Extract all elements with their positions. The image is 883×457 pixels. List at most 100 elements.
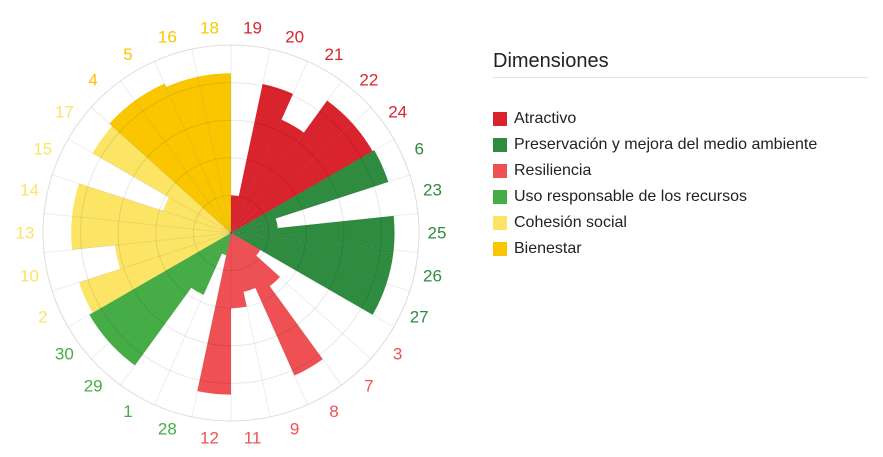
grid-spoke	[120, 232, 232, 386]
sector-label-21: 21	[325, 45, 344, 64]
sector-4[interactable]	[109, 100, 231, 234]
sector-10[interactable]	[115, 233, 231, 270]
sector-14[interactable]	[72, 183, 231, 233]
sector-30[interactable]	[89, 233, 231, 343]
legend-item[interactable]: Preservación y mejora del medio ambiente	[493, 132, 868, 158]
sector-2[interactable]	[79, 233, 232, 313]
grid-ring	[117, 119, 345, 347]
sector-label-23: 23	[423, 181, 442, 200]
grid-spoke	[191, 232, 232, 417]
sector-label-5: 5	[123, 45, 132, 64]
sector-label-18: 18	[200, 19, 219, 38]
grid-spoke	[154, 61, 232, 234]
legend-items: Atractivo Preservación y mejora del medio…	[493, 106, 868, 262]
grid-spoke	[230, 232, 372, 360]
sector-label-11: 11	[244, 428, 262, 447]
sector-8[interactable]	[231, 233, 323, 376]
grid-spoke	[230, 232, 419, 254]
sector-12[interactable]	[197, 233, 231, 395]
grid-ring	[155, 157, 307, 309]
sector-6[interactable]	[231, 150, 389, 233]
grid-spoke	[120, 80, 232, 234]
sector-label-10: 10	[20, 266, 39, 285]
polar-area-chart: 19 20 21 22 24 6 23 25 26 27 3 7 8 9 11 12 28 1 29 30 2 10 13 1…	[16, 19, 447, 448]
sector-label-19: 19	[243, 19, 262, 38]
legend-label: Uso responsable de los recursos	[514, 188, 748, 205]
grid-spoke	[52, 232, 232, 292]
sector-22[interactable]	[231, 100, 353, 234]
grid-spoke	[230, 232, 308, 405]
sector-3[interactable]	[231, 233, 261, 256]
sector-11[interactable]	[231, 233, 247, 309]
sector-label-9: 9	[290, 419, 299, 438]
sector-labels: 19 20 21 22 24 6 23 25 26 27 3 7 8 9 11 12 28 1 29 30 2 10 13 1…	[16, 19, 447, 448]
sector-label-24: 24	[388, 102, 407, 121]
sector-28[interactable]	[221, 233, 231, 256]
sector-29[interactable]	[109, 233, 231, 366]
sector-label-26: 26	[423, 266, 442, 285]
sector-label-3: 3	[393, 345, 402, 364]
legend-swatch	[493, 112, 507, 126]
grid-ring	[42, 44, 420, 422]
sector-label-1: 1	[123, 402, 132, 421]
legend-swatch	[493, 138, 507, 152]
legend-label: Atractivo	[514, 110, 577, 127]
legend-swatch	[493, 190, 507, 204]
legend-label: Resiliencia	[514, 162, 592, 179]
sector-1[interactable]	[191, 233, 231, 295]
grid-spoke	[230, 61, 308, 234]
grid-spoke	[230, 232, 271, 417]
sector-15[interactable]	[163, 197, 231, 233]
sector-label-22: 22	[359, 70, 378, 89]
grid-ring	[192, 194, 270, 272]
grid-spoke	[191, 49, 232, 234]
sector-label-12: 12	[200, 428, 219, 447]
sector-9[interactable]	[231, 233, 256, 292]
legend-swatch	[493, 242, 507, 256]
sector-label-20: 20	[285, 28, 304, 47]
sector-label-15: 15	[33, 140, 52, 159]
legend-label: Preservación y mejora del medio ambiente	[514, 136, 818, 153]
chart-grid	[42, 44, 420, 422]
sector-20[interactable]	[231, 84, 293, 233]
sector-13[interactable]	[71, 216, 231, 250]
legend-item[interactable]: Bienestar	[493, 236, 868, 262]
grid-spoke	[230, 49, 271, 234]
sector-19[interactable]	[231, 195, 239, 233]
sector-17[interactable]	[92, 126, 231, 233]
legend-item[interactable]: Resiliencia	[493, 158, 868, 184]
sector-label-13: 13	[16, 224, 35, 243]
sector-24[interactable]	[231, 123, 373, 233]
legend-swatch	[493, 216, 507, 230]
sector-27[interactable]	[231, 233, 387, 315]
grid-spoke	[230, 80, 342, 234]
sector-25[interactable]	[231, 215, 395, 251]
legend-label: Cohesión social	[514, 214, 627, 231]
sector-label-4: 4	[88, 70, 97, 89]
sector-label-14: 14	[20, 181, 39, 200]
sector-7[interactable]	[231, 233, 280, 287]
legend-item[interactable]: Uso responsable de los recursos	[493, 184, 868, 210]
sector-23[interactable]	[231, 218, 278, 233]
sector-label-16: 16	[158, 28, 177, 47]
sector-26[interactable]	[231, 233, 394, 284]
sector-5[interactable]	[134, 83, 231, 233]
legend-item[interactable]: Atractivo	[493, 106, 868, 132]
grid-spoke	[67, 138, 232, 234]
grid-ring	[80, 82, 382, 384]
sector-16[interactable]	[166, 76, 231, 233]
grid-spoke	[43, 232, 232, 254]
sector-21[interactable]	[231, 119, 304, 233]
legend: Dimensiones Atractivo Preservación y mejo…	[493, 50, 868, 262]
sector-label-27: 27	[410, 307, 429, 326]
grid-spoke	[90, 106, 232, 234]
legend-swatch	[493, 164, 507, 178]
grid-spoke	[43, 212, 232, 234]
sector-label-28: 28	[158, 419, 177, 438]
legend-item[interactable]: Cohesión social	[493, 210, 868, 236]
sector-18[interactable]	[197, 73, 231, 233]
grid-spoke	[230, 232, 342, 386]
sector-label-6: 6	[414, 140, 423, 159]
chart-sectors	[71, 73, 395, 395]
sector-label-29: 29	[84, 377, 103, 396]
